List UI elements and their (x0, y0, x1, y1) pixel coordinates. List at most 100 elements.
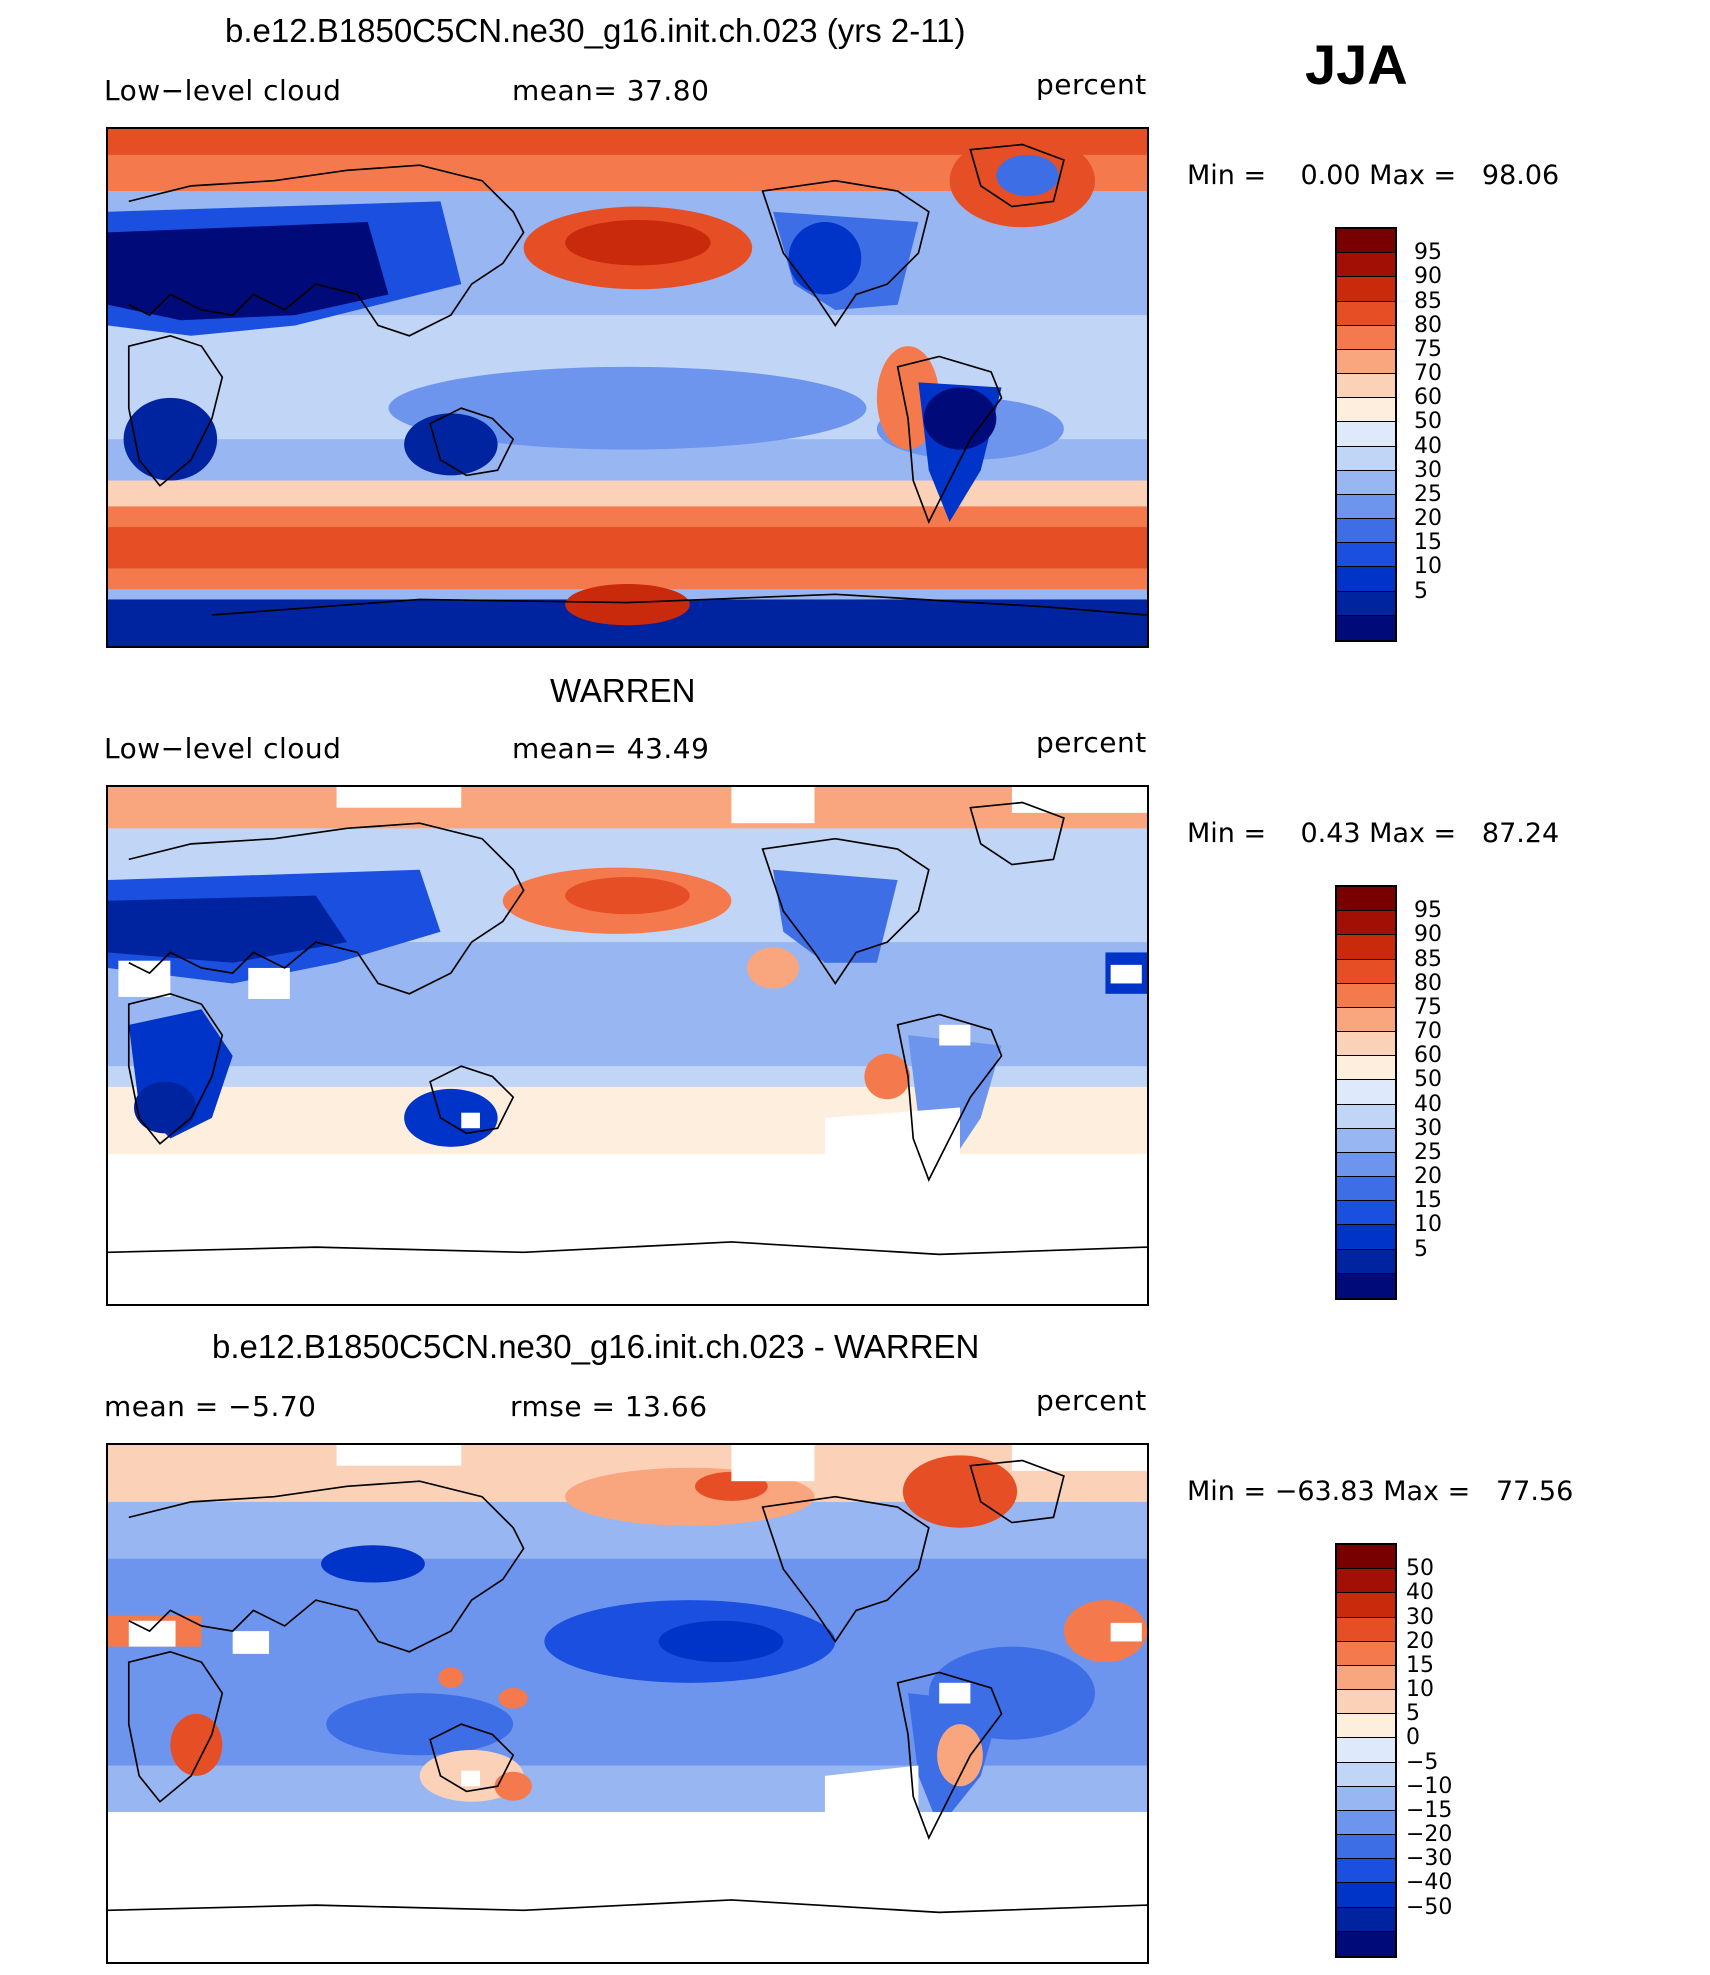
colorbar-tick-label: 10 (1406, 1677, 1434, 1703)
colorbar-swatch (1337, 567, 1395, 592)
colorbar-tick-label: −5 (1406, 1749, 1439, 1775)
colorbar-swatch (1337, 519, 1395, 544)
colorbar-swatch (1337, 253, 1395, 278)
panel-3-units-label: percent (1036, 1384, 1147, 1417)
colorbar-tick-label: 50 (1414, 409, 1442, 435)
colorbar-swatch (1337, 1152, 1395, 1178)
colorbar-tick-label: 0 (1406, 1725, 1420, 1751)
colorbar-swatch (1337, 1665, 1395, 1691)
colorbar-swatch (1337, 1569, 1395, 1594)
colorbar-swatch (1337, 1714, 1395, 1739)
colorbar-swatch (1337, 935, 1395, 960)
colorbar-swatch (1337, 470, 1395, 495)
colorbar-swatch (1337, 1032, 1395, 1057)
colorbar-tick-label: 40 (1414, 1091, 1442, 1117)
colorbar-swatch (1337, 911, 1395, 936)
colorbar-tick-label: 20 (1406, 1628, 1434, 1654)
colorbar-tick-label: 80 (1414, 970, 1442, 996)
colorbar-swatch (1337, 1641, 1395, 1666)
colorbar-swatch (1337, 229, 1395, 254)
colorbar-swatch (1337, 1249, 1395, 1274)
colorbar-swatch (1337, 1690, 1395, 1715)
panel-2-colorbar (1335, 885, 1397, 1300)
colorbar-swatch (1337, 494, 1395, 520)
colorbar-swatch (1337, 1786, 1395, 1811)
colorbar-tick-label: 40 (1414, 433, 1442, 459)
colorbar-swatch (1337, 1545, 1395, 1570)
colorbar-swatch (1337, 1593, 1395, 1618)
panel-1-min-max: Min = 0.00 Max = 98.06 (1187, 160, 1560, 191)
colorbar-tick-label: 85 (1414, 946, 1442, 972)
panel-1-colorbar (1335, 227, 1397, 642)
panel-3-colorbar (1335, 1543, 1397, 1958)
colorbar-tick-label: 70 (1414, 361, 1442, 387)
colorbar-tick-label: −40 (1406, 1870, 1453, 1896)
colorbar-tick-label: 5 (1414, 1236, 1428, 1262)
panel-3-title: b.e12.B1850C5CN.ne30_g16.init.ch.023 - W… (212, 1328, 980, 1365)
panel-2-variable-label: Low−level cloud (104, 732, 342, 765)
colorbar-swatch (1337, 422, 1395, 447)
colorbar-swatch (1337, 591, 1395, 616)
colorbar-swatch (1337, 349, 1395, 375)
colorbar-tick-label: −30 (1406, 1846, 1453, 1872)
colorbar-tick-label: 20 (1414, 506, 1442, 532)
colorbar-tick-label: 50 (1414, 1067, 1442, 1093)
colorbar-swatch (1337, 1177, 1395, 1202)
panel-3-map (106, 1443, 1149, 1964)
panel-3-map-svg (108, 1445, 1147, 1962)
colorbar-tick-label: 60 (1414, 1043, 1442, 1069)
colorbar-tick-label: 25 (1414, 1139, 1442, 1165)
panel-1-mean-label: mean= 37.80 (512, 74, 710, 107)
colorbar-tick-label: 60 (1414, 385, 1442, 411)
season-label: JJA (1305, 33, 1408, 96)
panel-1-map-svg (108, 129, 1147, 646)
panel-3-min-max: Min = −63.83 Max = 77.56 (1187, 1476, 1574, 1507)
colorbar-swatch (1337, 1883, 1395, 1908)
colorbar-swatch (1337, 1907, 1395, 1932)
colorbar-tick-label: 10 (1414, 1212, 1442, 1238)
colorbar-swatch (1337, 1128, 1395, 1153)
colorbar-swatch (1337, 615, 1395, 640)
colorbar-tick-label: 5 (1406, 1701, 1420, 1727)
panel-2-mean-label: mean= 43.49 (512, 732, 710, 765)
colorbar-swatch (1337, 301, 1395, 326)
colorbar-swatch (1337, 1007, 1395, 1033)
colorbar-tick-label: 70 (1414, 1019, 1442, 1045)
colorbar-tick-label: 30 (1406, 1604, 1434, 1630)
colorbar-swatch (1337, 1762, 1395, 1787)
colorbar-swatch (1337, 277, 1395, 302)
colorbar-swatch (1337, 1931, 1395, 1956)
panel-3-mean-label: mean = −5.70 (104, 1390, 317, 1423)
colorbar-tick-label: 75 (1414, 336, 1442, 362)
colorbar-swatch (1337, 887, 1395, 912)
colorbar-tick-label: 95 (1414, 240, 1442, 266)
colorbar-tick-label: 20 (1414, 1164, 1442, 1190)
panel-1-map (106, 127, 1149, 648)
colorbar-tick-label: 95 (1414, 898, 1442, 924)
colorbar-swatch (1337, 1056, 1395, 1081)
panel-2-map-svg (108, 787, 1147, 1304)
colorbar-swatch (1337, 1859, 1395, 1884)
colorbar-tick-label: 15 (1406, 1652, 1434, 1678)
colorbar-tick-label: 85 (1414, 288, 1442, 314)
colorbar-swatch (1337, 1201, 1395, 1226)
colorbar-tick-label: −10 (1406, 1773, 1453, 1799)
colorbar-tick-label: 75 (1414, 994, 1442, 1020)
panel-1-units-label: percent (1036, 68, 1147, 101)
colorbar-tick-label: 25 (1414, 481, 1442, 507)
colorbar-swatch (1337, 398, 1395, 423)
colorbar-tick-label: −20 (1406, 1822, 1453, 1848)
colorbar-swatch (1337, 959, 1395, 984)
colorbar-swatch (1337, 374, 1395, 399)
colorbar-swatch (1337, 1835, 1395, 1860)
colorbar-tick-label: −50 (1406, 1894, 1453, 1920)
colorbar-tick-label: 80 (1414, 312, 1442, 338)
panel-3-rmse-label: rmse = 13.66 (510, 1390, 708, 1423)
colorbar-swatch (1337, 446, 1395, 471)
colorbar-swatch (1337, 1080, 1395, 1105)
colorbar-swatch (1337, 1617, 1395, 1642)
colorbar-tick-label: 90 (1414, 264, 1442, 290)
colorbar-tick-label: 5 (1414, 578, 1428, 604)
colorbar-swatch (1337, 1738, 1395, 1763)
colorbar-tick-label: 15 (1414, 530, 1442, 556)
